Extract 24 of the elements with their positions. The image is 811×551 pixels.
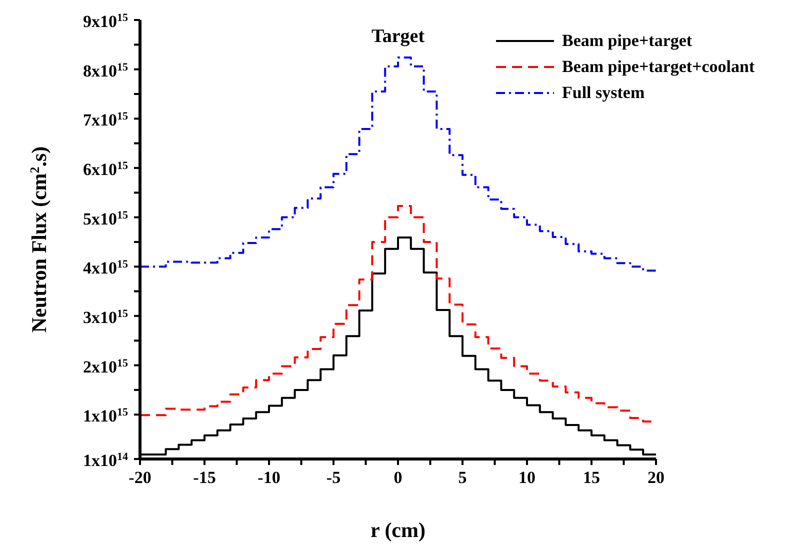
y-tick-label: 3x10$^{15}$ (83, 308, 128, 327)
x-tick-label: 5 (458, 468, 467, 487)
y-tick-label: 6x10$^{15}$ (83, 160, 128, 179)
x-tick-label: 10 (518, 468, 536, 487)
x-tick-label: 20 (648, 468, 664, 487)
y-tick-label: 7x10$^{15}$ (83, 110, 128, 130)
x-tick-label: -10 (258, 468, 280, 487)
y-tick-label: 5x10$^{15}$ (83, 209, 128, 228)
y-tick-label: 4x10$^{15}$ (83, 258, 128, 278)
y-tick-label: 8x10$^{15}$ (83, 61, 128, 80)
legend-label: Full system (562, 83, 645, 103)
x-tick-label: -15 (193, 468, 216, 487)
x-axis-title: r (cm) (370, 518, 426, 542)
x-tick-label: -5 (326, 468, 341, 487)
y-tick-label: 1x10$^{15}$ (83, 406, 128, 426)
x-tick-label: 15 (583, 468, 600, 487)
chart-title: Target (371, 26, 426, 47)
y-tick-label: 9x10$^{15}$ (83, 12, 128, 31)
legend-label: Beam pipe+target+coolant (562, 57, 755, 77)
y-tick-label: 1x10$^{14}$ (83, 451, 128, 470)
legend-label: Beam pipe+target (562, 31, 692, 51)
y-tick-label: 2x10$^{15}$ (83, 357, 128, 376)
x-tick-label: 0 (394, 468, 402, 487)
x-tick-label: -20 (128, 468, 152, 487)
